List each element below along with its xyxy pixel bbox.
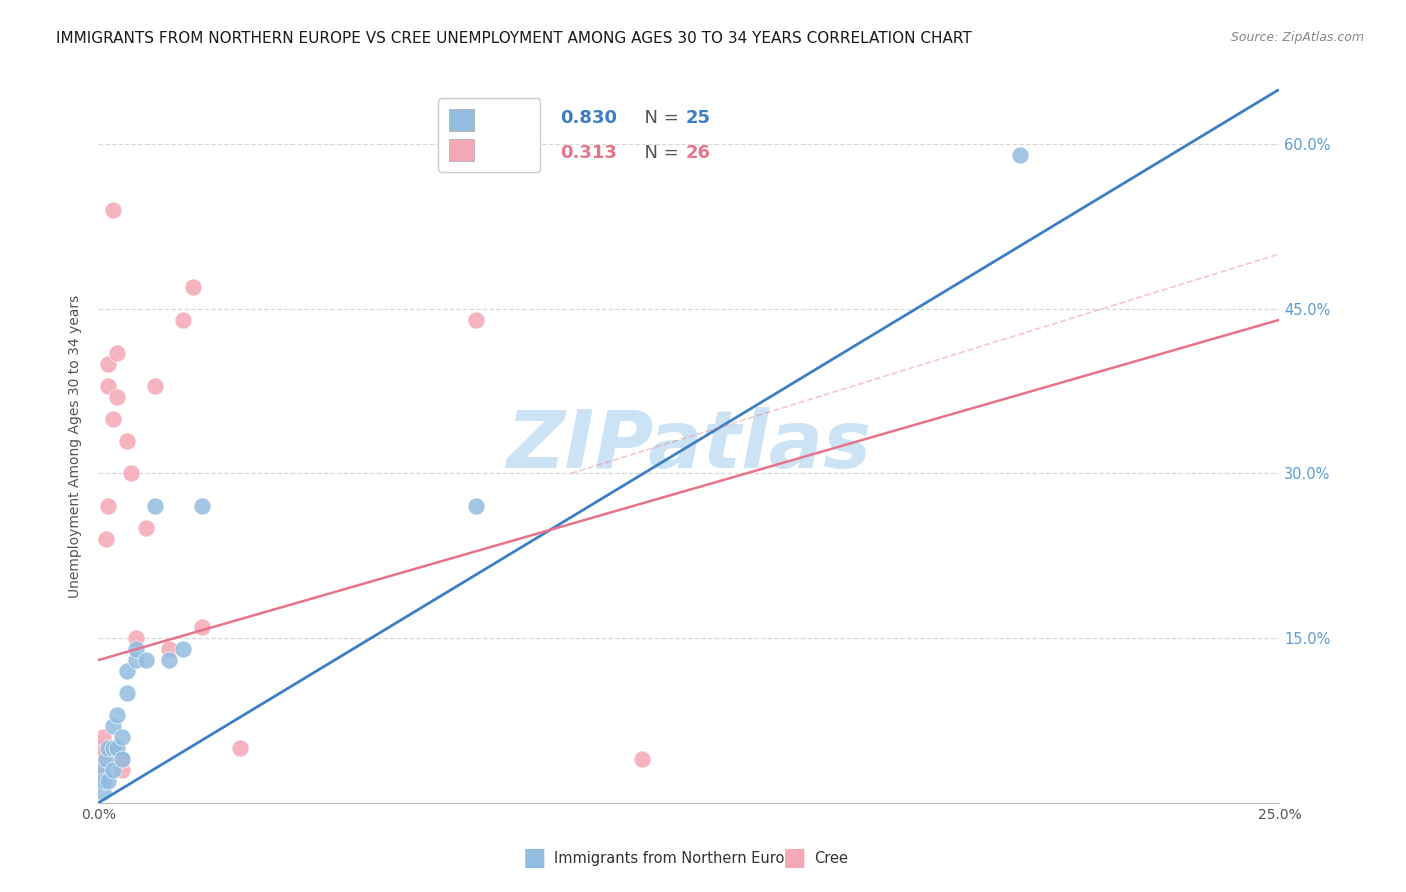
Point xyxy=(143,378,166,392)
Point xyxy=(135,653,157,667)
Point xyxy=(157,653,180,667)
Text: ZIPatlas: ZIPatlas xyxy=(506,407,872,485)
Point xyxy=(105,708,128,723)
Point xyxy=(121,467,143,481)
Text: N =: N = xyxy=(634,145,685,162)
Point xyxy=(191,500,214,514)
Point xyxy=(93,773,115,788)
Point xyxy=(125,653,148,667)
Point xyxy=(157,642,180,657)
Point xyxy=(97,773,120,788)
Point xyxy=(97,357,120,371)
Point xyxy=(143,500,166,514)
Point xyxy=(90,763,112,777)
Text: N =: N = xyxy=(634,109,685,127)
Text: R =: R = xyxy=(506,145,546,162)
Point xyxy=(94,752,117,766)
Point xyxy=(229,740,252,755)
Point xyxy=(135,521,157,535)
Text: Cree: Cree xyxy=(814,851,848,865)
Text: 26: 26 xyxy=(685,145,710,162)
Text: ■: ■ xyxy=(783,847,806,870)
Text: 0.313: 0.313 xyxy=(560,145,617,162)
Point xyxy=(191,620,214,634)
Point xyxy=(97,740,120,755)
Point xyxy=(465,312,488,326)
Point xyxy=(91,730,114,744)
Point xyxy=(1008,148,1031,162)
Point xyxy=(101,740,124,755)
Point xyxy=(125,642,148,657)
Text: ■: ■ xyxy=(523,847,546,870)
Point xyxy=(465,500,488,514)
Point xyxy=(111,763,134,777)
Point xyxy=(91,740,114,755)
Point xyxy=(97,378,120,392)
Y-axis label: Unemployment Among Ages 30 to 34 years: Unemployment Among Ages 30 to 34 years xyxy=(69,294,83,598)
Point xyxy=(105,740,128,755)
Point xyxy=(90,773,112,788)
Point xyxy=(111,752,134,766)
Point xyxy=(101,411,124,425)
Text: 25: 25 xyxy=(685,109,710,127)
Text: Immigrants from Northern Europe: Immigrants from Northern Europe xyxy=(554,851,803,865)
Point xyxy=(105,345,128,359)
Text: IMMIGRANTS FROM NORTHERN EUROPE VS CREE UNEMPLOYMENT AMONG AGES 30 TO 34 YEARS C: IMMIGRANTS FROM NORTHERN EUROPE VS CREE … xyxy=(56,31,972,46)
Point xyxy=(115,434,138,448)
Point xyxy=(105,390,128,404)
Point xyxy=(101,719,124,733)
Point xyxy=(111,730,134,744)
Point xyxy=(91,785,114,799)
Point xyxy=(115,686,138,700)
Point xyxy=(91,752,114,766)
Point xyxy=(630,752,652,766)
Point xyxy=(91,763,114,777)
Point xyxy=(111,752,134,766)
Point xyxy=(101,763,124,777)
Point xyxy=(181,280,204,294)
Point xyxy=(172,312,194,326)
Text: 0.830: 0.830 xyxy=(560,109,617,127)
Text: Source: ZipAtlas.com: Source: ZipAtlas.com xyxy=(1230,31,1364,45)
Text: R =: R = xyxy=(506,109,546,127)
Point xyxy=(97,500,120,514)
Point xyxy=(125,631,148,645)
Point xyxy=(115,664,138,678)
Point xyxy=(101,202,124,217)
Point xyxy=(94,533,117,547)
Legend:         ,         : , xyxy=(439,98,540,172)
Point xyxy=(172,642,194,657)
